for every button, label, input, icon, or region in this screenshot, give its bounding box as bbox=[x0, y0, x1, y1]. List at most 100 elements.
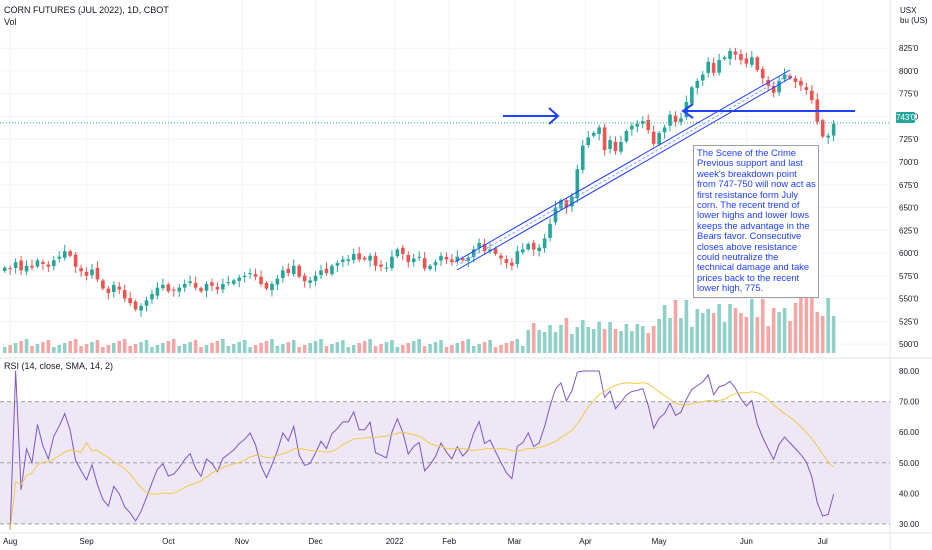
candle-body bbox=[188, 281, 192, 283]
volume-bar bbox=[357, 343, 361, 353]
time-tick-label: Oct bbox=[162, 537, 175, 546]
price-tick-label: 600'0 bbox=[899, 249, 919, 258]
volume-bar bbox=[553, 332, 558, 353]
candle-body bbox=[62, 251, 67, 258]
candle-body bbox=[46, 264, 51, 267]
candle-body bbox=[84, 271, 89, 276]
candle-body bbox=[439, 255, 443, 261]
volume-bar bbox=[422, 346, 427, 353]
time-tick-label: Jul bbox=[818, 537, 828, 546]
volume-bar bbox=[504, 343, 509, 353]
candle-body bbox=[646, 119, 651, 131]
volume-bar bbox=[493, 347, 498, 353]
time-tick-label: Dec bbox=[308, 537, 322, 546]
volume-bar bbox=[341, 340, 345, 353]
candle-body bbox=[193, 282, 198, 288]
volume-bar bbox=[128, 346, 132, 353]
candle-body bbox=[831, 123, 836, 136]
candle-body bbox=[52, 260, 56, 267]
candle-body bbox=[608, 140, 612, 150]
candle-body bbox=[450, 259, 454, 263]
volume-bar bbox=[799, 298, 803, 353]
candle-body bbox=[90, 269, 94, 276]
volume-bar bbox=[668, 318, 672, 353]
candle-body bbox=[662, 127, 667, 133]
volume-bar bbox=[351, 345, 356, 353]
candle-body bbox=[291, 265, 296, 275]
volume-bar bbox=[346, 347, 351, 353]
candle-body bbox=[144, 300, 149, 306]
volume-bars bbox=[2, 278, 836, 353]
volume-bar bbox=[695, 309, 700, 353]
volume-bar bbox=[815, 312, 820, 353]
volume-bar bbox=[717, 304, 721, 353]
candle-body bbox=[221, 283, 225, 290]
candle-body bbox=[777, 80, 781, 93]
candle-body bbox=[542, 238, 547, 249]
volume-bar bbox=[520, 346, 525, 353]
candle-body bbox=[493, 248, 498, 254]
rsi-axis: 30.00 40.00 50.00 60.00 70.00 80.00 bbox=[899, 367, 920, 529]
volume-bar bbox=[106, 345, 111, 353]
candle-body bbox=[782, 74, 787, 80]
candle-body bbox=[248, 273, 252, 275]
volume-bar bbox=[722, 322, 727, 353]
volume-bar bbox=[308, 343, 312, 353]
candle-body bbox=[19, 260, 23, 271]
candle-body bbox=[591, 132, 596, 136]
annotation-note[interactable]: The Scene of the Crime Previous support … bbox=[693, 145, 819, 298]
rsi-tick-label: 80.00 bbox=[899, 367, 920, 376]
candle-body bbox=[690, 87, 694, 104]
volume-bar bbox=[531, 323, 536, 353]
volume-bar bbox=[8, 345, 12, 353]
candle-body bbox=[204, 283, 209, 291]
candle-body bbox=[139, 305, 143, 311]
volume-bar bbox=[171, 339, 176, 353]
candle-body bbox=[771, 86, 776, 93]
candle-body bbox=[602, 127, 607, 151]
candle-body bbox=[793, 78, 798, 82]
volume-bar bbox=[755, 317, 760, 353]
candle-body bbox=[673, 115, 678, 122]
volume-bar bbox=[395, 347, 400, 353]
volume-bar bbox=[820, 316, 825, 353]
candle-body bbox=[559, 200, 563, 209]
candle-body bbox=[657, 132, 661, 145]
candle-body bbox=[466, 257, 471, 261]
candle-body bbox=[30, 265, 34, 268]
volume-bar bbox=[275, 346, 280, 353]
time-tick-label: 2022 bbox=[386, 537, 404, 546]
candle-body bbox=[411, 258, 416, 263]
volume-bar bbox=[362, 341, 367, 353]
volume-bar bbox=[760, 299, 765, 353]
unit-label: bu (US) bbox=[900, 16, 928, 25]
candle-body bbox=[171, 289, 176, 291]
volume-bar bbox=[270, 339, 274, 353]
volume-bar bbox=[150, 347, 154, 353]
candle-body bbox=[433, 262, 438, 266]
price-tick-label: 700'0 bbox=[899, 158, 919, 167]
volume-bar bbox=[564, 318, 569, 353]
volume-bar bbox=[122, 339, 127, 353]
volume-bar bbox=[613, 329, 618, 353]
candle-body bbox=[264, 282, 269, 289]
volume-bar bbox=[635, 324, 640, 353]
candle-body bbox=[24, 265, 29, 272]
candle-body bbox=[755, 57, 760, 71]
candle-body bbox=[499, 255, 503, 259]
rsi-line bbox=[9, 370, 835, 531]
volume-bar bbox=[570, 334, 574, 353]
volume-bar bbox=[515, 339, 520, 353]
volume-bar bbox=[117, 341, 122, 353]
candle-body bbox=[79, 268, 83, 272]
volume-bar bbox=[2, 347, 7, 353]
candle-body bbox=[330, 265, 334, 275]
candle-body bbox=[428, 265, 432, 270]
rsi-tick-label: 50.00 bbox=[899, 459, 920, 468]
current-price-tag: 743'0 bbox=[896, 112, 916, 123]
candle-body bbox=[744, 58, 749, 64]
volume-bar bbox=[215, 341, 220, 353]
price-tick-label: 675'0 bbox=[899, 181, 919, 190]
volume-bar bbox=[690, 327, 694, 353]
